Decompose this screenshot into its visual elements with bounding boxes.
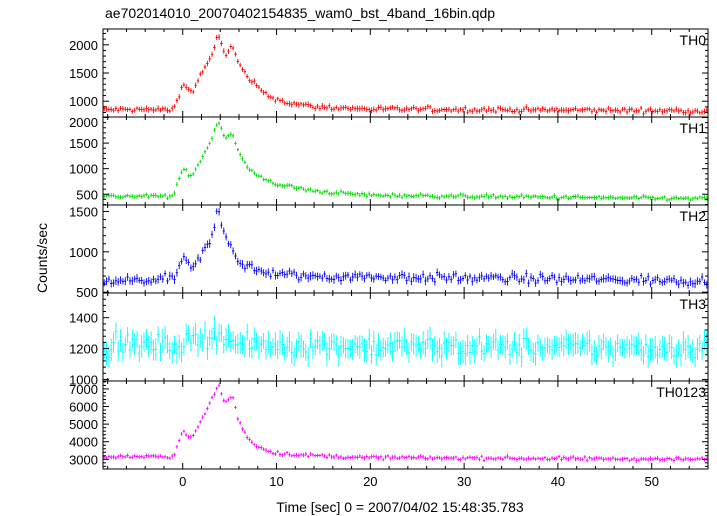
y-tick-label: 1000 (69, 162, 98, 177)
series-line-th1 (103, 121, 708, 203)
y-tick-label: 1200 (69, 342, 98, 357)
series-th2 (103, 208, 708, 289)
y-tick-label: 1000 (69, 94, 98, 109)
panel-th3: 1000 1200 1400 TH3 (69, 292, 709, 387)
y-tick-label: 6000 (69, 400, 98, 415)
x-tick-label: 10 (269, 474, 283, 489)
y-tick-label: 3000 (69, 452, 98, 467)
series-th0 (103, 34, 708, 117)
panel-name-label: TH3 (680, 296, 707, 312)
panel-name-label: TH1 (680, 120, 707, 136)
y-tick-label: 500 (76, 285, 98, 300)
y-tick-label: 1500 (69, 136, 98, 151)
y-tick-label: 4000 (69, 435, 98, 450)
series-line-th3 (103, 316, 708, 369)
y-tick-label: 500 (76, 187, 98, 202)
series-th1 (103, 121, 708, 203)
panel-frame (102, 28, 709, 118)
y-tick-label: 1500 (69, 204, 98, 219)
y-tick-label: 2000 (69, 115, 98, 130)
chart-title: ae702014010_20070402154835_wam0_bst_4ban… (105, 5, 495, 21)
panel-name-label: TH0123 (656, 384, 706, 400)
x-tick-label: 20 (363, 474, 377, 489)
x-axis-label: Time [sec] 0 = 2007/04/02 15:48:35.783 (276, 499, 524, 515)
y-tick-label: 1000 (69, 372, 98, 387)
y-tick-label: 1400 (69, 311, 98, 326)
panel-name-label: TH0 (680, 32, 707, 48)
series-line-th0 (103, 34, 708, 117)
series-th3 (103, 316, 708, 369)
panel-th0: 1000 1500 2000 TH0 (69, 28, 709, 118)
x-tick-label: 30 (457, 474, 471, 489)
panel-th1: 500 1000 1500 2000 TH1 (69, 115, 709, 206)
y-tick-label: 5000 (69, 417, 98, 432)
y-tick-label: 1500 (69, 66, 98, 81)
x-tick-label: 40 (551, 474, 565, 489)
x-tick-label: 0 (179, 474, 186, 489)
y-tick-label: 1000 (69, 245, 98, 260)
series-th0123 (103, 383, 708, 463)
panel-th2: 500 1000 1500 TH2 (69, 204, 709, 300)
panel-name-label: TH2 (680, 208, 707, 224)
y-tick-label: 7000 (69, 382, 98, 397)
panel-frame (102, 116, 709, 206)
panel-th0123: 0 10 20 30 40 50 3000 4000 5000 6000 7000 TH0123 (69, 380, 709, 489)
series-line-th2 (103, 208, 708, 289)
series-line-th0123 (103, 383, 708, 463)
x-tick-label: 50 (644, 474, 658, 489)
y-tick-label: 2000 (69, 38, 98, 53)
panel-frame (102, 380, 709, 470)
y-axis-label: Counts/sec (34, 223, 50, 293)
